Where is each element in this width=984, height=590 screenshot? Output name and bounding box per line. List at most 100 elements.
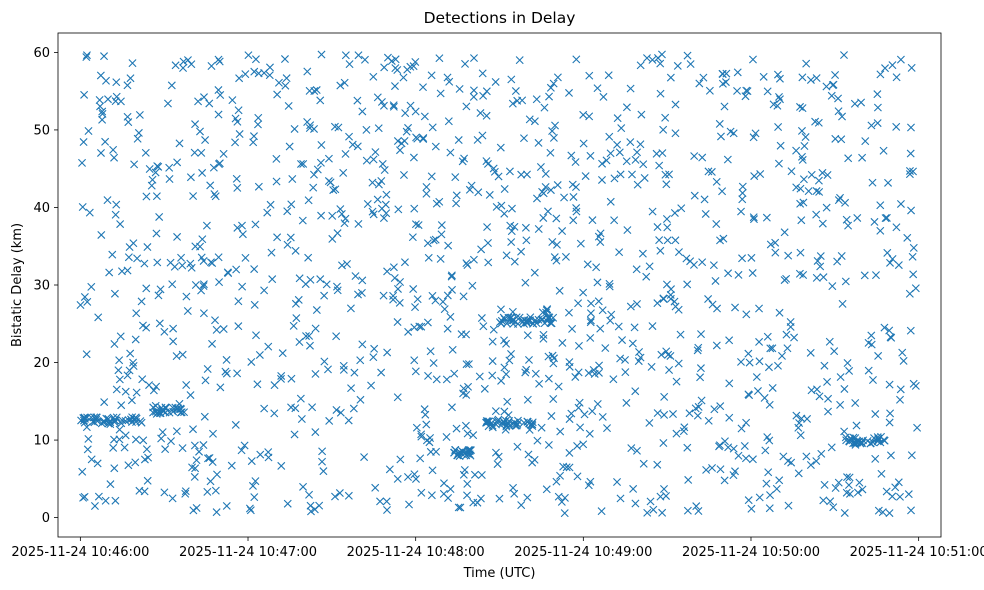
scatter-point	[417, 488, 426, 497]
scatter-point	[468, 281, 477, 290]
scatter-point	[285, 142, 294, 151]
y-axis-label: Bistatic Delay (km)	[10, 223, 25, 347]
scatter-point	[878, 508, 887, 517]
scatter-point	[175, 139, 184, 148]
scatter-point	[270, 409, 279, 418]
scatter-point	[331, 185, 340, 194]
scatter-point	[792, 411, 801, 420]
scatter-point	[495, 494, 504, 503]
scatter-point	[775, 476, 784, 485]
scatter-point	[387, 57, 396, 66]
scatter-point	[827, 443, 836, 452]
scatter-point	[830, 347, 839, 356]
scatter-point	[221, 367, 230, 376]
scatter-point	[749, 215, 758, 224]
scatter-point	[483, 223, 492, 232]
scatter-point	[277, 374, 285, 383]
scatter-point	[491, 407, 500, 416]
scatter-point	[775, 95, 784, 104]
scatter-point	[588, 216, 597, 225]
scatter-point	[553, 73, 562, 82]
scatter-point	[586, 477, 595, 486]
scatter-point	[291, 299, 300, 308]
scatter-point	[281, 81, 290, 90]
scatter-point	[596, 238, 605, 247]
scatter-point	[339, 168, 348, 177]
scatter-point	[250, 300, 259, 309]
scatter-point	[104, 419, 113, 428]
scatter-point	[507, 238, 516, 247]
scatter-point	[806, 461, 815, 470]
scatter-point	[233, 117, 242, 126]
scatter-point	[860, 271, 869, 280]
scatter-point	[110, 289, 119, 298]
scatter-point	[316, 96, 325, 105]
scatter-point	[311, 428, 320, 437]
scatter-point	[853, 488, 862, 497]
scatter-point	[78, 467, 87, 476]
scatter-point	[131, 435, 140, 444]
scatter-point	[200, 412, 209, 421]
y-tick-label: 20	[33, 356, 50, 371]
scatter-point	[613, 140, 622, 149]
scatter-point	[626, 138, 635, 147]
scatter-point	[123, 371, 132, 380]
scatter-point	[907, 206, 916, 215]
scatter-point	[172, 352, 181, 361]
scatter-point	[911, 284, 920, 293]
scatter-point	[884, 178, 893, 187]
scatter-point	[287, 200, 296, 209]
scatter-point	[165, 175, 174, 183]
scatter-point	[594, 297, 603, 306]
scatter-point	[337, 261, 346, 270]
scatter-point	[427, 491, 436, 500]
x-tick-label: 2025-11-24 10:51:00	[850, 545, 984, 560]
scatter-point	[245, 504, 254, 513]
scatter-point	[895, 492, 904, 501]
scatter-point	[524, 355, 533, 364]
scatter-point	[549, 79, 558, 88]
scatter-point	[429, 359, 438, 368]
scatter-point	[124, 253, 133, 262]
scatter-point	[362, 156, 371, 165]
scatter-point	[152, 229, 161, 238]
scatter-point	[660, 410, 669, 419]
scatter-point	[906, 326, 915, 335]
scatter-point	[660, 485, 668, 493]
scatter-point	[686, 60, 695, 69]
scatter-point	[455, 84, 464, 93]
scatter-point	[253, 380, 262, 389]
scatter-point	[376, 497, 385, 506]
scatter-point	[579, 288, 588, 297]
scatter-point	[864, 366, 873, 375]
scatter-point	[656, 59, 665, 68]
scatter-point	[254, 69, 263, 78]
scatter-point	[626, 302, 635, 311]
scatter-point	[431, 142, 440, 151]
scatter-point	[524, 316, 533, 325]
scatter-point	[626, 84, 635, 93]
scatter-point	[106, 480, 115, 489]
scatter-point	[411, 474, 420, 483]
scatter-point	[371, 483, 380, 492]
scatter-point	[377, 368, 386, 377]
scatter-point	[380, 63, 389, 72]
scatter-point	[669, 410, 677, 419]
scatter-point	[528, 319, 537, 328]
scatter-point	[157, 434, 166, 443]
scatter-point	[140, 487, 149, 496]
scatter-point	[653, 299, 662, 308]
scatter-point	[797, 216, 806, 225]
scatter-point	[586, 316, 595, 325]
scatter-point	[381, 200, 390, 209]
scatter-point	[903, 233, 912, 242]
scatter-point	[892, 73, 901, 82]
scatter-point	[428, 291, 437, 300]
scatter-point	[436, 89, 445, 98]
scatter-point	[799, 198, 808, 207]
scatter-point	[219, 149, 228, 158]
scatter-point	[500, 185, 509, 193]
scatter-point	[101, 137, 110, 146]
scatter-point	[373, 93, 382, 102]
scatter-point	[653, 409, 662, 418]
